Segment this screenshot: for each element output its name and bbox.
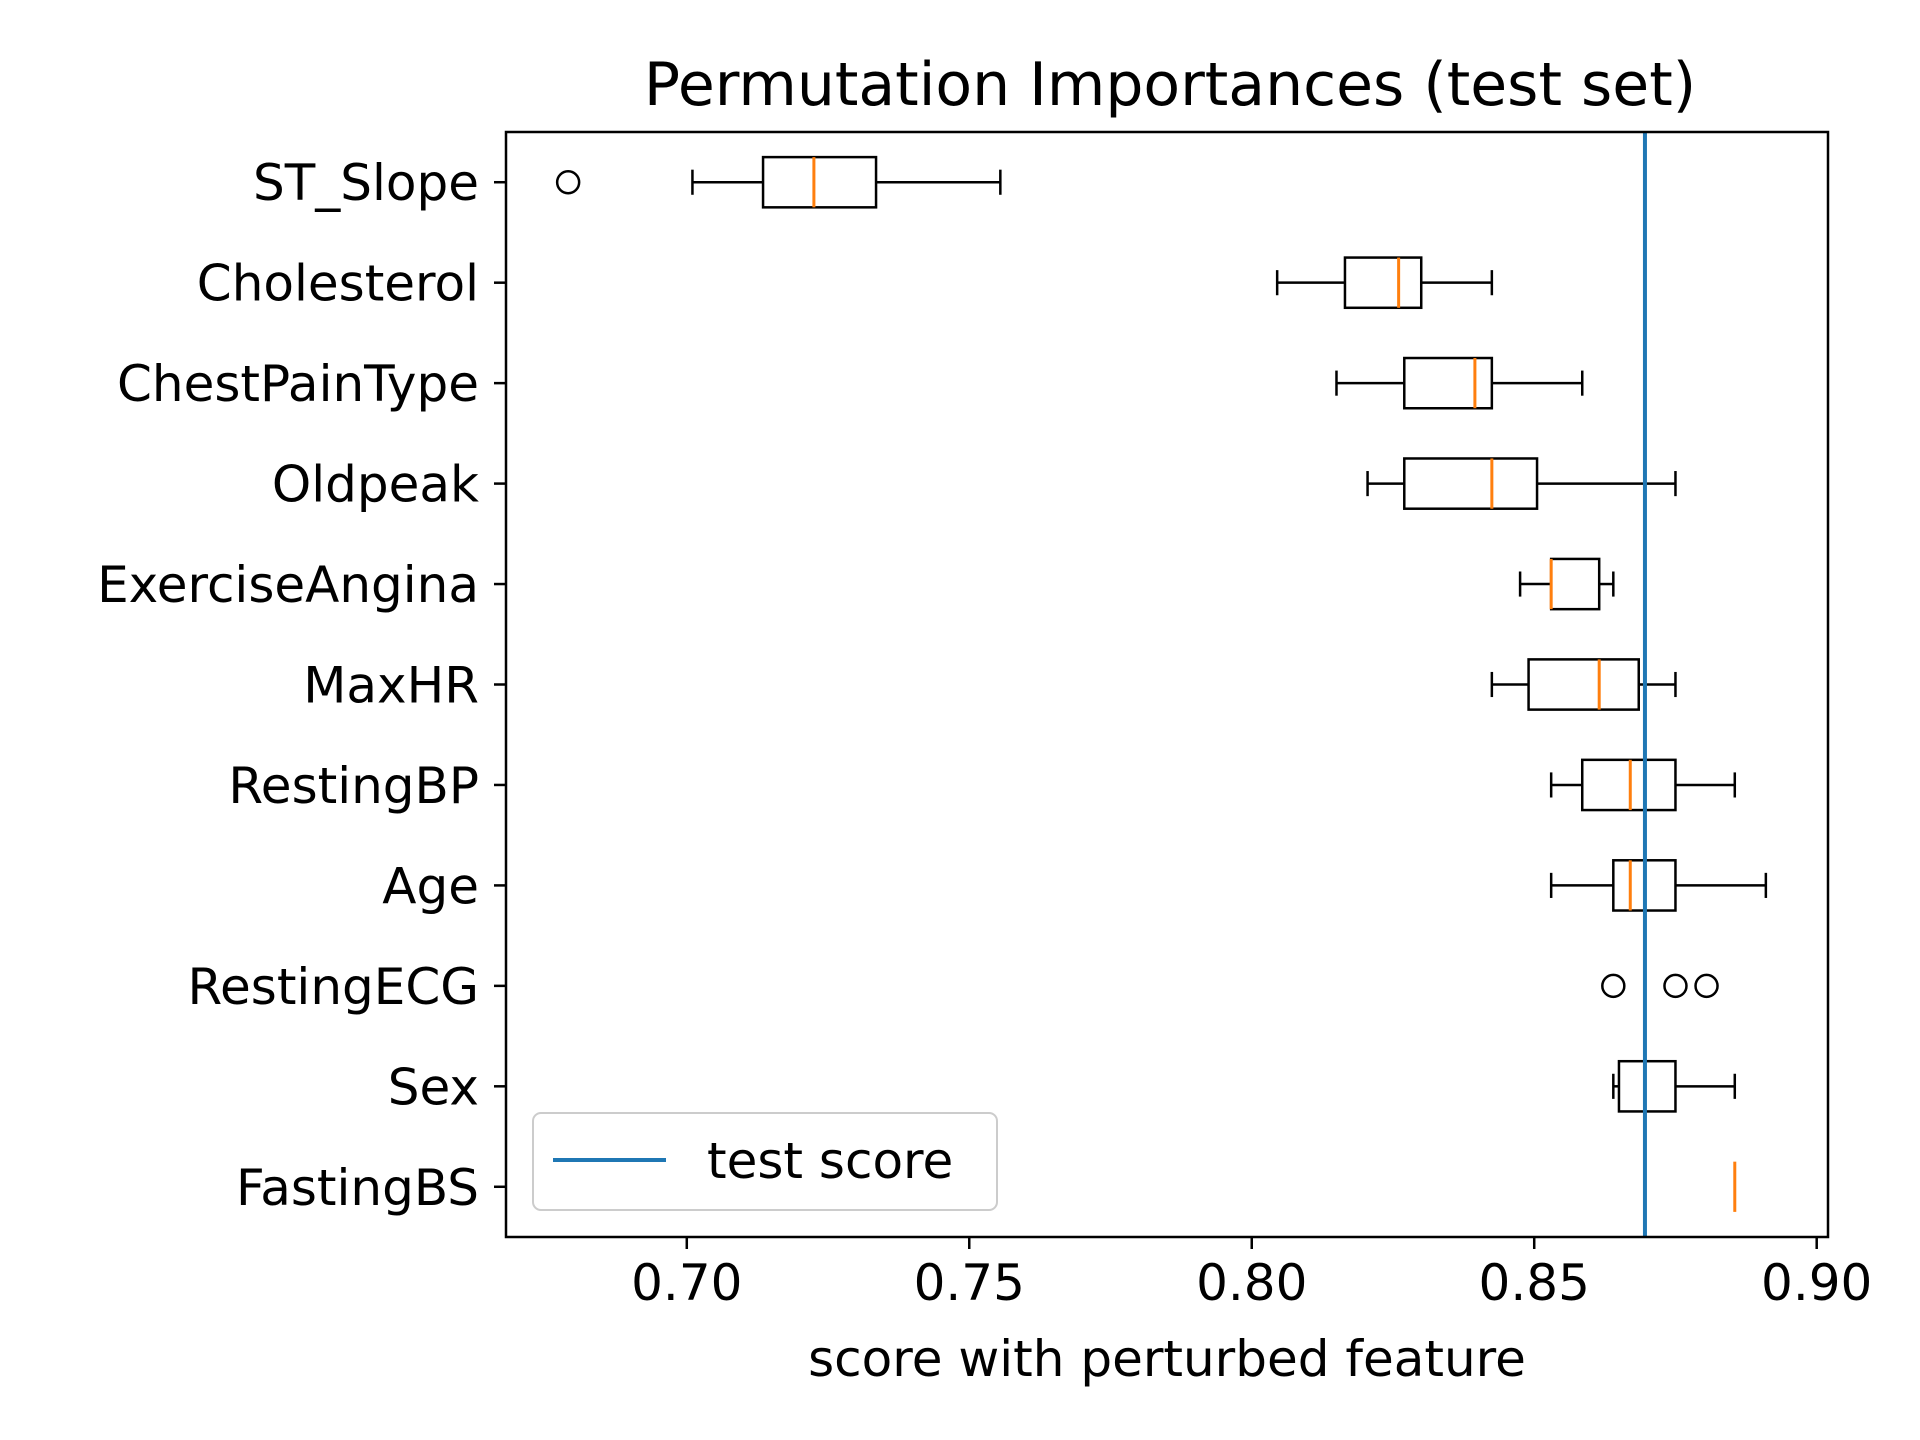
x-tick-label: 0.90 xyxy=(1761,1254,1872,1312)
y-tick-label: RestingECG xyxy=(188,958,479,1016)
outlier-point xyxy=(1663,973,1688,999)
y-axis: ST_Slope Cholesterol ChestPainType Oldpeak E… xyxy=(97,154,506,1217)
plot-area xyxy=(555,132,1768,1237)
y-tick-label: RestingBP xyxy=(228,757,479,815)
box-cholesterol xyxy=(1275,256,1494,310)
y-tick-label: Oldpeak xyxy=(272,456,479,514)
y-tick-label: ExerciseAngina xyxy=(97,556,479,614)
x-axis-label: score with perturbed feature xyxy=(808,1330,1526,1388)
x-tick-label: 0.85 xyxy=(1479,1254,1590,1312)
legend: test score xyxy=(532,1112,998,1211)
iqr-box xyxy=(1343,256,1423,310)
y-tick-label: Sex xyxy=(388,1058,479,1116)
box-oldpeak xyxy=(1366,457,1677,510)
x-tick-label: 0.80 xyxy=(1196,1254,1307,1312)
outlier-point xyxy=(1694,973,1719,999)
iqr-box xyxy=(1617,1059,1677,1113)
chart-title: Permutation Importances (test set) xyxy=(644,50,1696,120)
iqr-box xyxy=(1403,457,1539,510)
iqr-box xyxy=(761,155,878,209)
iqr-box xyxy=(1549,557,1601,611)
box-chestpaintype xyxy=(1335,356,1584,410)
box-maxhr xyxy=(1490,658,1677,711)
iqr-box xyxy=(1527,658,1640,711)
y-tick-label: MaxHR xyxy=(303,657,479,715)
axes-frame xyxy=(504,130,1830,1239)
y-tick-label: Age xyxy=(382,857,479,915)
y-tick-label: ST_Slope xyxy=(253,154,479,212)
iqr-box xyxy=(1403,356,1494,410)
box-st-slope xyxy=(555,155,1002,209)
box-sex xyxy=(1612,1059,1737,1113)
legend-test-score-label: test score xyxy=(707,1132,953,1190)
outlier-point xyxy=(1601,973,1626,999)
box-age xyxy=(1549,859,1768,912)
outlier-point xyxy=(555,169,581,195)
box-restingbp xyxy=(1549,758,1737,812)
x-tick-label: 0.75 xyxy=(914,1254,1025,1312)
legend-box xyxy=(532,1112,998,1211)
y-tick-label: ChestPainType xyxy=(117,355,479,413)
y-tick-label: FastingBS xyxy=(236,1159,479,1217)
box-restingecg xyxy=(1601,960,1719,1011)
x-axis: 0.70 0.75 0.80 0.85 0.90 xyxy=(631,1237,1872,1312)
box-exerciseangina xyxy=(1518,557,1615,611)
x-tick-label: 0.70 xyxy=(631,1254,742,1312)
y-tick-label: Cholesterol xyxy=(197,255,479,313)
